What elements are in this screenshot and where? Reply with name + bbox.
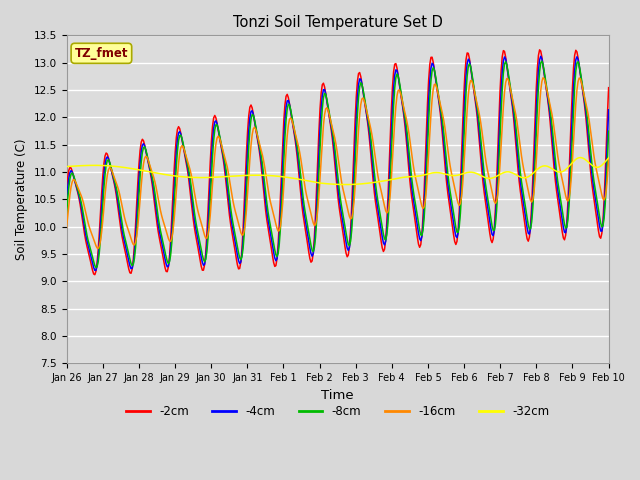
Line: -16cm: -16cm [67,78,609,249]
-32cm [367,180,375,186]
-2cm [232,255,240,261]
Line: -2cm: -2cm [67,50,609,275]
Line: -4cm: -4cm [67,56,609,270]
-8cm [605,128,612,134]
Text: TZ_fmet: TZ_fmet [75,47,128,60]
X-axis label: Time: Time [321,389,354,402]
-16cm [292,135,300,141]
-2cm [292,145,300,151]
-2cm [462,57,470,62]
-8cm [232,238,240,243]
-32cm [291,176,299,181]
-32cm [605,155,612,161]
-32cm [462,170,470,176]
-16cm [557,171,565,177]
-32cm [393,176,401,181]
-32cm [231,173,239,179]
-32cm [341,182,349,188]
-32cm [577,155,584,160]
-16cm [232,212,240,218]
-8cm [292,137,300,143]
-8cm [538,58,546,64]
-16cm [462,125,470,131]
Line: -32cm: -32cm [67,157,609,185]
-2cm [367,153,375,159]
-4cm [63,199,70,205]
Title: Tonzi Soil Temperature Set D: Tonzi Soil Temperature Set D [232,15,442,30]
-2cm [536,47,543,53]
-8cm [367,137,375,143]
-16cm [539,75,547,81]
-8cm [557,200,565,205]
-16cm [605,156,612,162]
-4cm [393,68,401,73]
-4cm [367,144,375,150]
-4cm [537,53,545,59]
-32cm [556,169,564,175]
-4cm [557,209,565,215]
-16cm [367,127,375,132]
-4cm [462,72,470,78]
-4cm [605,107,612,113]
-2cm [605,85,612,91]
-4cm [91,267,99,273]
Y-axis label: Soil Temperature (C): Soil Temperature (C) [15,139,28,260]
-2cm [63,187,70,192]
-8cm [393,71,401,77]
-4cm [232,246,240,252]
-16cm [63,225,70,231]
-4cm [292,141,300,147]
-8cm [63,211,70,217]
-2cm [557,221,565,227]
-8cm [92,265,100,271]
-32cm [63,164,70,169]
-8cm [462,90,470,96]
-2cm [91,272,99,277]
Line: -8cm: -8cm [67,61,609,268]
-16cm [94,246,102,252]
Legend: -2cm, -4cm, -8cm, -16cm, -32cm: -2cm, -4cm, -8cm, -16cm, -32cm [121,401,554,423]
-2cm [393,65,401,71]
-16cm [393,93,401,99]
